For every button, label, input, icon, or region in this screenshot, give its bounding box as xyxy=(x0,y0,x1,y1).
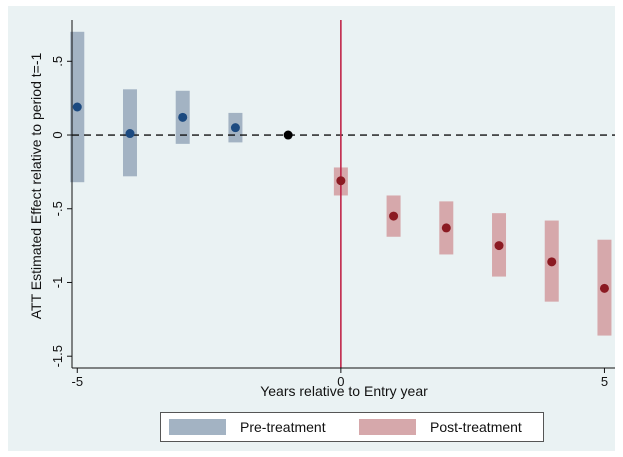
y-tick-label-0: -1.5 xyxy=(50,345,65,367)
point-1-3 xyxy=(494,241,504,251)
x-tick-label-1: 0 xyxy=(337,374,344,389)
axes: -1.5 -1 -.5 0 .5 -5 0 5 xyxy=(50,20,615,389)
x-tick-label-2: 5 xyxy=(601,374,608,389)
legend-label-pre-treatment: Pre-treatment xyxy=(240,419,326,435)
plot-area xyxy=(70,20,615,368)
y-axis-title: ATT Estimated Effect relative to period … xyxy=(28,53,44,320)
point-1-1 xyxy=(389,211,399,221)
point-0-1 xyxy=(125,129,135,139)
x-tick-label-0: -5 xyxy=(71,374,83,389)
point-1-5 xyxy=(599,283,609,293)
y-tick-label-4: .5 xyxy=(50,56,65,67)
legend: Pre-treatment Post-treatment xyxy=(160,412,544,442)
legend-item-post-treatment: Post-treatment xyxy=(359,419,522,435)
legend-item-pre-treatment: Pre-treatment xyxy=(169,419,326,435)
legend-label-post-treatment: Post-treatment xyxy=(430,419,522,435)
point-0-3 xyxy=(230,123,240,133)
point-0-0 xyxy=(72,102,82,112)
point-1-0 xyxy=(336,176,346,186)
point-0-2 xyxy=(178,112,188,122)
legend-swatch-pre-treatment xyxy=(169,419,226,435)
point-1-2 xyxy=(441,223,451,233)
chart-frame: -1.5 -1 -.5 0 .5 -5 0 5 Years relative to Entry… xyxy=(8,6,615,451)
reference-point xyxy=(283,130,293,140)
legend-swatch-post-treatment xyxy=(359,419,416,435)
point-1-4 xyxy=(547,257,557,267)
y-tick-label-1: -1 xyxy=(50,277,65,289)
x-axis-title: Years relative to Entry year xyxy=(260,383,428,399)
chart: -1.5 -1 -.5 0 .5 -5 0 5 Years relative to Entry… xyxy=(28,20,615,399)
y-tick-label-3: 0 xyxy=(50,131,65,138)
y-tick-label-2: -.5 xyxy=(50,201,65,216)
